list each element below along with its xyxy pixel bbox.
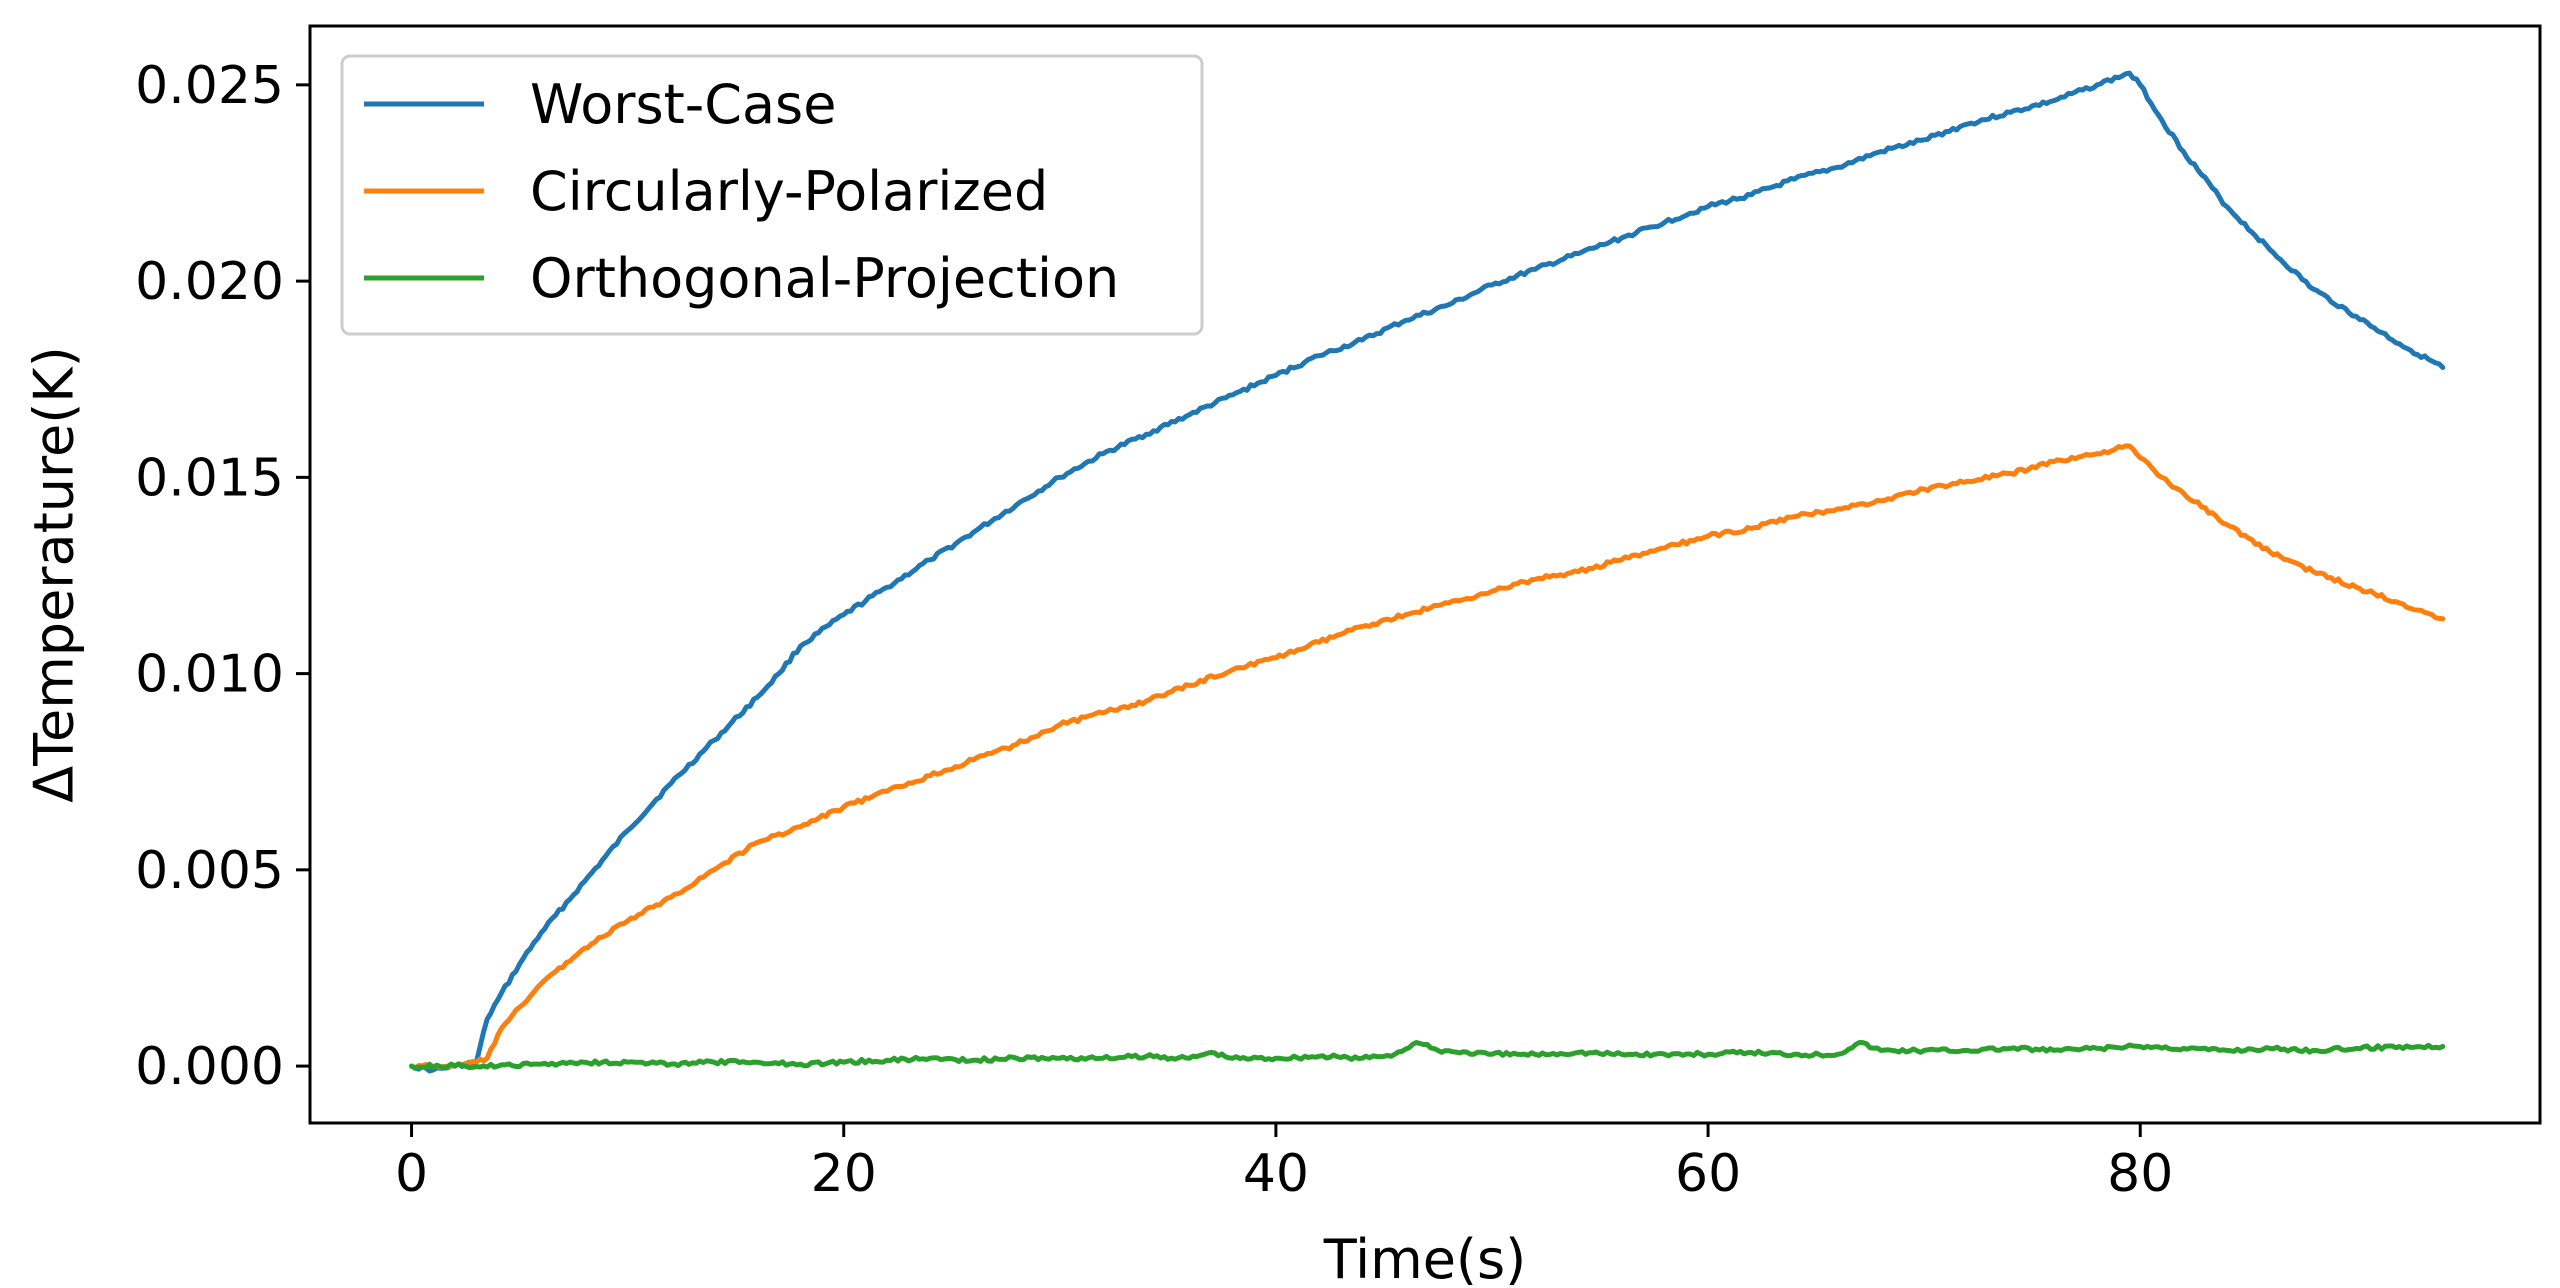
y-tick-label: 0.010 [135,645,284,705]
x-tick-label: 60 [1675,1144,1741,1204]
x-axis: 0 20 40 60 80 [395,1123,2173,1204]
legend: Worst-Case Circularly-Polarized Orthogonal… [340,54,1204,336]
x-tick-label: 0 [395,1144,428,1204]
plot-lines [409,70,2446,1074]
plot-frame [308,24,2542,1125]
y-tick-label: 0.020 [135,252,284,312]
x-tick-label: 80 [2107,1144,2173,1204]
legend-label: Circularly-Polarized [530,160,1048,223]
y-tick-label: 0.015 [135,448,284,508]
y-axis: 0.000 0.005 0.010 0.015 0.020 0.025 [135,56,310,1097]
y-tick-label: 0.025 [135,56,284,116]
y-tick-label: 0.000 [135,1037,284,1097]
x-tick-label: 20 [811,1144,877,1204]
y-axis-label: ΔTemperature(K) [23,346,86,803]
series-line-worst-case [409,70,2446,1074]
legend-box [340,54,1204,336]
legend-label: Worst-Case [530,73,836,136]
series-line-circularly-polarized [409,443,2446,1071]
y-tick-label: 0.005 [135,841,284,901]
series-line-orthogonal-projection [409,1040,2446,1071]
x-tick-label: 40 [1243,1144,1309,1204]
x-axis-label: Time(s) [1323,1228,1526,1288]
legend-entries: Worst-Case Circularly-Polarized Orthogonal… [364,73,1119,310]
legend-label: Orthogonal-Projection [530,247,1119,310]
